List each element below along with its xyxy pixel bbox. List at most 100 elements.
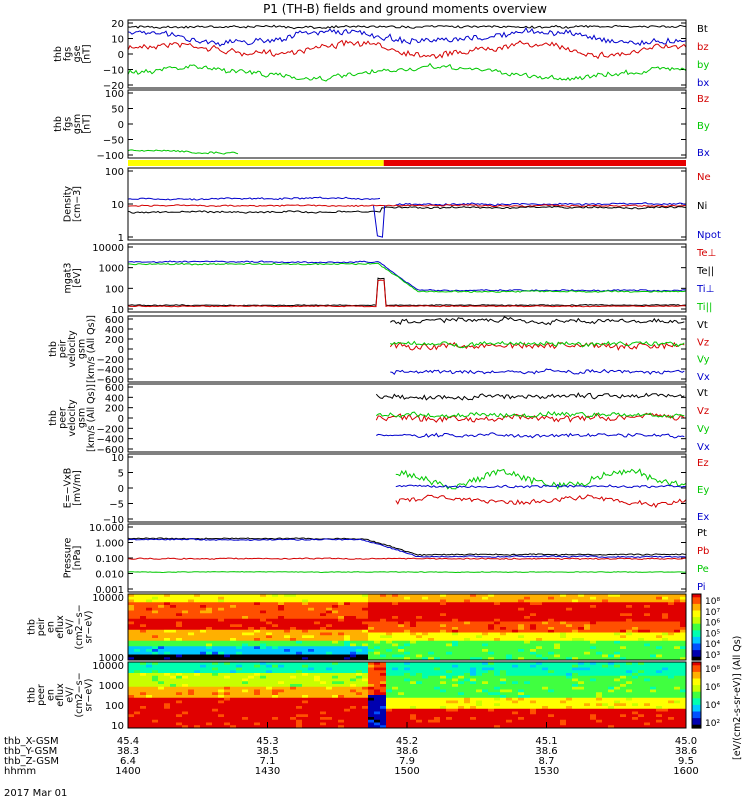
- spectrogram-cell: [242, 651, 249, 655]
- spectrogram-cell: [554, 670, 561, 674]
- spectrogram-cell: [440, 689, 447, 693]
- spectrogram-cell: [254, 717, 261, 721]
- spectrogram-cell: [500, 599, 507, 603]
- spectrogram-cell: [416, 599, 423, 603]
- spectrogram-cell: [344, 673, 351, 677]
- spectrogram-cell: [512, 719, 519, 723]
- spectrogram-cell: [596, 596, 603, 600]
- spectrogram-cell: [518, 662, 525, 666]
- spectrogram-cell: [140, 651, 147, 655]
- spectrogram-cell: [158, 640, 165, 644]
- spectrogram-cell: [368, 613, 375, 617]
- spectrogram-cell: [344, 651, 351, 655]
- spectrogram-cell: [152, 646, 159, 650]
- spectrogram-cell: [644, 717, 651, 721]
- spectrogram-cell: [242, 596, 249, 600]
- spectrogram-cell: [566, 697, 573, 701]
- colorbar-cell: [692, 635, 701, 638]
- spectrogram-cell: [572, 638, 579, 642]
- spectrogram-cell: [368, 607, 375, 611]
- spectrogram-cell: [512, 594, 519, 598]
- spectrogram-cell: [548, 624, 555, 628]
- y-tick-label: 10: [111, 35, 124, 46]
- spectrogram-cell: [344, 640, 351, 644]
- spectrogram-cell: [590, 618, 597, 622]
- spectrogram-cell: [680, 703, 687, 707]
- spectrogram-cell: [290, 678, 297, 682]
- spectrogram-cell: [566, 610, 573, 614]
- spectrogram-cell: [524, 654, 531, 658]
- spectrogram-cell: [392, 635, 399, 639]
- spectrogram-cell: [572, 616, 579, 620]
- spectrogram-cell: [578, 722, 585, 726]
- spectrogram-cell: [596, 667, 603, 671]
- spectrogram-cell: [380, 667, 387, 671]
- spectrogram-cell: [188, 654, 195, 658]
- spectrogram-cell: [332, 725, 339, 729]
- spectrogram-cell: [206, 613, 213, 617]
- spectrogram-cell: [320, 675, 327, 679]
- spectrogram-cell: [620, 678, 627, 682]
- ylabel-line: [cm−3]: [72, 186, 83, 222]
- spectrogram-cell: [422, 646, 429, 650]
- spectrogram-cell: [446, 667, 453, 671]
- spectrogram-cell: [230, 675, 237, 679]
- spectrogram-cell: [362, 651, 369, 655]
- spectrogram-cell: [332, 708, 339, 712]
- spectrogram-cell: [242, 673, 249, 677]
- spectrogram-cell: [344, 596, 351, 600]
- spectrogram-cell: [368, 689, 375, 693]
- spectrogram-cell: [518, 616, 525, 620]
- spectrogram-cell: [500, 618, 507, 622]
- spectrogram-cell: [680, 700, 687, 704]
- spectrogram-cell: [620, 684, 627, 688]
- spectrogram-cell: [662, 700, 669, 704]
- spectrogram-cell: [614, 722, 621, 726]
- spectrogram-cell: [368, 621, 375, 625]
- spectrogram-cell: [320, 717, 327, 721]
- spectrogram-cell: [428, 651, 435, 655]
- spectrogram-cell: [644, 646, 651, 650]
- spectrogram-cell: [338, 657, 345, 661]
- spectrogram-cell: [182, 629, 189, 633]
- spectrogram-cell: [278, 607, 285, 611]
- colorbar-cell: [692, 603, 701, 607]
- spectrogram-cell: [242, 703, 249, 707]
- spectrogram-cell: [434, 627, 441, 631]
- spectrogram-cell: [188, 714, 195, 718]
- spectrogram-cell: [410, 594, 417, 598]
- spectrogram-cell: [542, 640, 549, 644]
- spectrogram-cell: [512, 654, 519, 658]
- spectrogram-cell: [314, 632, 321, 636]
- spectrogram-cell: [524, 722, 531, 726]
- spectrogram-cell: [572, 624, 579, 628]
- spectrogram-cell: [644, 722, 651, 726]
- spectrogram-cell: [434, 610, 441, 614]
- spectrogram-cell: [332, 711, 339, 715]
- spectrogram-cell: [170, 657, 177, 661]
- spectrogram-cell: [488, 689, 495, 693]
- spectrogram-cell: [512, 697, 519, 701]
- spectrogram-cell: [464, 700, 471, 704]
- spectrogram-cell: [674, 649, 681, 653]
- spectrogram-cell: [188, 610, 195, 614]
- spectrogram-cell: [278, 681, 285, 685]
- spectrogram-cell: [200, 638, 207, 642]
- spectrogram-cell: [464, 662, 471, 666]
- spectrogram-cell: [620, 657, 627, 661]
- spectrogram-cell: [392, 594, 399, 598]
- spectrogram-cell: [488, 646, 495, 650]
- spectrogram-cell: [308, 627, 315, 631]
- spectrogram-cell: [416, 719, 423, 723]
- spectrogram-cell: [554, 594, 561, 598]
- spectrogram-cell: [626, 629, 633, 633]
- spectrogram-cell: [362, 706, 369, 710]
- spectrogram-cell: [350, 678, 357, 682]
- spectrogram-cell: [506, 616, 513, 620]
- spectrogram-cell: [158, 632, 165, 636]
- spectrogram-cell: [404, 646, 411, 650]
- spectrogram-cell: [254, 632, 261, 636]
- legend-By: By: [697, 121, 710, 132]
- spectrogram-cell: [446, 599, 453, 603]
- spectrogram-cell: [164, 599, 171, 603]
